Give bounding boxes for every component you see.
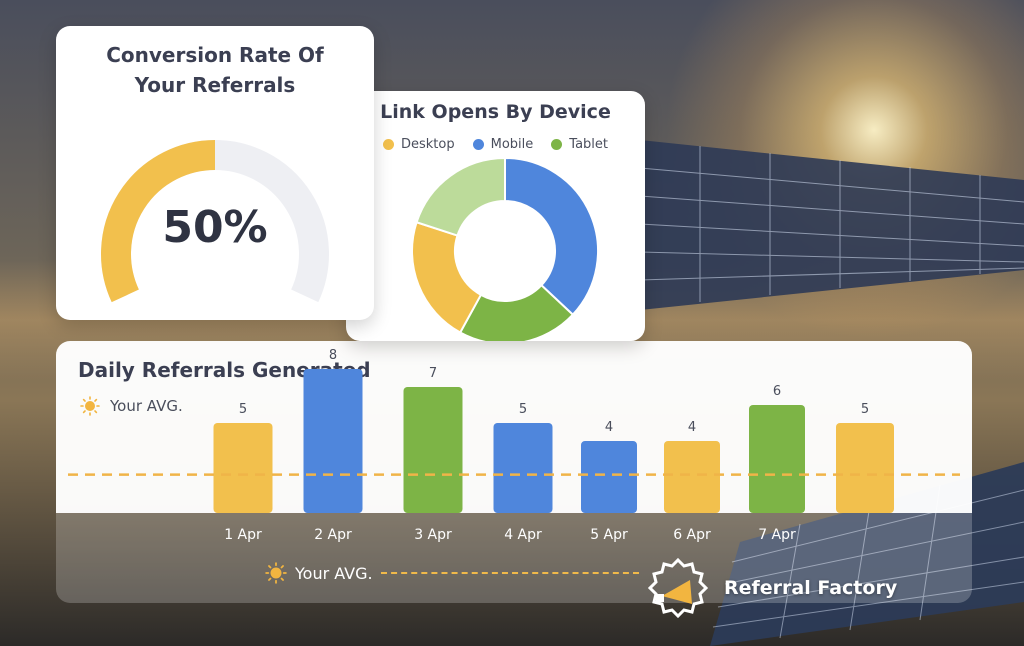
bar-7 bbox=[749, 405, 805, 513]
donut-slice-mobile bbox=[504, 156, 599, 317]
avg-legend-label: Your AVG. bbox=[110, 397, 183, 415]
gauge-fill bbox=[101, 140, 216, 303]
bar-3 bbox=[403, 387, 463, 513]
bar-value-label: 5 bbox=[519, 402, 527, 417]
bar-value-label: 4 bbox=[605, 420, 613, 435]
avg-legend: Your AVG. bbox=[80, 396, 183, 416]
legend-item-mobile: Mobile bbox=[472, 137, 534, 152]
x-tick-label: 6 Apr bbox=[673, 527, 711, 543]
bar-value-label: 7 bbox=[429, 366, 437, 381]
x-tick-label: 1 Apr bbox=[224, 527, 262, 543]
conversion-rate-card: Conversion Rate Of Your Referrals 50% bbox=[56, 26, 374, 320]
bar-1 bbox=[213, 423, 273, 513]
footer-avg-label: Your AVG. bbox=[295, 563, 373, 583]
gauge-value: 50% bbox=[162, 202, 268, 253]
x-tick-label: 4 Apr bbox=[504, 527, 542, 543]
bar-value-label: 5 bbox=[239, 402, 247, 417]
donut-title: Link Opens By Device bbox=[380, 101, 611, 123]
donut-slice-tablet bbox=[415, 156, 506, 237]
bar-value-label: 4 bbox=[688, 420, 696, 435]
legend-label-mobile: Mobile bbox=[490, 137, 534, 152]
bar-6 bbox=[664, 441, 720, 513]
gauge-chart bbox=[101, 140, 329, 303]
bar-value-label: 6 bbox=[773, 384, 781, 399]
brand-logo[interactable]: Referral Factory bbox=[646, 556, 897, 620]
bar-value-label: 8 bbox=[329, 348, 337, 363]
x-tick-label: 3 Apr bbox=[414, 527, 452, 543]
bar-5 bbox=[581, 441, 637, 513]
legend-item-tablet: Tablet bbox=[551, 137, 608, 152]
bar-8 bbox=[836, 423, 894, 513]
legend-item-desktop: Desktop bbox=[383, 137, 455, 152]
bar-2 bbox=[303, 369, 363, 513]
solar-panels-right bbox=[640, 140, 1024, 310]
legend-dot-tablet bbox=[551, 139, 563, 150]
sun-icon bbox=[80, 396, 100, 416]
legend-label-tablet: Tablet bbox=[569, 137, 608, 152]
footer-avg-line bbox=[380, 572, 639, 574]
legend-dot-mobile bbox=[472, 139, 484, 150]
bar-4 bbox=[493, 423, 553, 513]
x-tick-label: 2 Apr bbox=[314, 527, 352, 543]
legend-label-desktop: Desktop bbox=[401, 137, 455, 152]
x-tick-label: 7 Apr bbox=[758, 527, 796, 543]
sun-icon bbox=[265, 562, 287, 584]
gauge-title: Conversion Rate Of Your Referrals bbox=[106, 43, 324, 97]
legend-dot-desktop bbox=[383, 139, 394, 150]
footer-avg-legend: Your AVG. bbox=[265, 562, 639, 584]
bar-chart: 5 8 7 5 4 4 6 5 1 Apr 2 Apr 3 Apr 4 Apr 5 Apr 6 Apr 7 … bbox=[68, 348, 960, 543]
donut-legend: Desktop Mobile Tablet bbox=[346, 137, 645, 152]
megaphone-badge-icon bbox=[647, 557, 709, 619]
bar-value-label: 5 bbox=[861, 402, 869, 417]
bar-card-bottom bbox=[56, 513, 972, 603]
donut-chart bbox=[411, 156, 599, 341]
link-opens-card: Link Opens By Device Desktop Mobile Tabl… bbox=[346, 91, 645, 341]
brand-name: Referral Factory bbox=[724, 577, 898, 599]
x-tick-label: 5 Apr bbox=[590, 527, 628, 543]
